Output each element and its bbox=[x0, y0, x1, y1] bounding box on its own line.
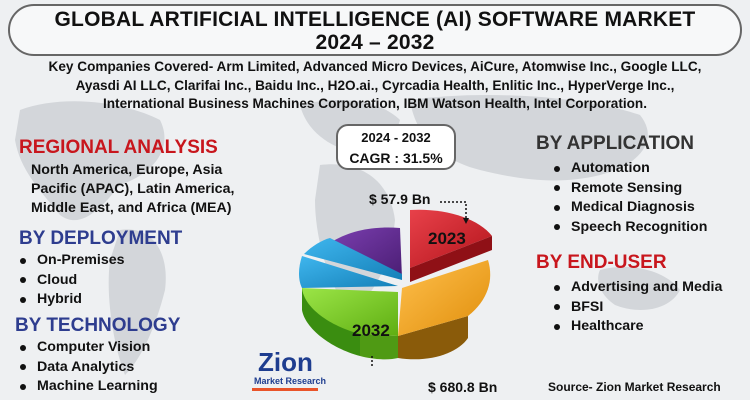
list-item: Speech Recognition bbox=[553, 218, 707, 238]
companies-line-2: Ayasdi AI LLC, Clarifai Inc., Baidu Inc.… bbox=[75, 77, 675, 93]
regional-analysis-heading: REGIONAL ANALYSIS bbox=[19, 137, 218, 158]
page-title: GLOBAL ARTIFICIAL INTELLIGENCE (AI) SOFT… bbox=[54, 8, 696, 31]
value-2032: $ 680.8 Bn bbox=[428, 379, 498, 395]
technology-list: Computer Vision Data Analytics Machine L… bbox=[19, 338, 158, 397]
bullet-icon bbox=[554, 185, 560, 191]
pie-slice-red bbox=[410, 209, 492, 268]
pie-slice-green bbox=[302, 288, 398, 336]
companies-line-1: Key Companies Covered- Arm Limited, Adva… bbox=[48, 59, 702, 74]
bullet-icon bbox=[554, 224, 560, 230]
pie-label-2023: 2023 bbox=[428, 229, 466, 248]
arrow-icon bbox=[463, 218, 469, 224]
logo-bar bbox=[252, 388, 318, 391]
cagr-value: CAGR : 31.5% bbox=[349, 150, 443, 166]
application-list: Automation Remote Sensing Medical Diagno… bbox=[553, 159, 707, 237]
title-banner: GLOBAL ARTIFICIAL INTELLIGENCE (AI) SOFT… bbox=[8, 4, 742, 56]
pie-side-orange bbox=[398, 316, 468, 360]
list-item: Remote Sensing bbox=[553, 179, 707, 199]
pointer-line-2023 bbox=[440, 201, 467, 224]
logo-name: Zion bbox=[258, 347, 313, 377]
pointer-line-2032 bbox=[371, 356, 373, 368]
bullet-icon bbox=[20, 383, 26, 390]
value-2023: $ 57.9 Bn bbox=[369, 191, 431, 207]
bullet-icon bbox=[554, 165, 560, 172]
application-heading: BY APPLICATION bbox=[536, 133, 694, 154]
market-pie-graphic: 2023 2032 bbox=[299, 201, 492, 368]
bullet-icon bbox=[20, 344, 26, 351]
bullet-icon bbox=[20, 296, 26, 303]
bullet-icon bbox=[554, 323, 560, 330]
bullet-icon bbox=[554, 284, 560, 291]
cagr-years: 2024 - 2032 bbox=[361, 130, 431, 145]
list-item: Healthcare bbox=[553, 317, 722, 337]
source-note: Source- Zion Market Research bbox=[548, 380, 721, 394]
zion-logo: Zion Market Research bbox=[246, 347, 327, 396]
end-user-heading: BY END-USER bbox=[536, 252, 667, 273]
regional-analysis-text: North America, Europe, Asia Pacific (APA… bbox=[31, 161, 271, 218]
end-user-list: Advertising and Media BFSI Healthcare bbox=[553, 278, 722, 337]
regional-line-2: Pacific (APAC), Latin America, bbox=[31, 181, 235, 197]
cagr-box: 2024 - 2032 CAGR : 31.5% bbox=[336, 124, 456, 170]
logo-subtitle: Market Research bbox=[254, 376, 327, 386]
bullet-icon bbox=[20, 277, 26, 283]
list-item: Hybrid bbox=[19, 290, 125, 310]
pie-side-green-2 bbox=[360, 334, 398, 360]
pie-slice-orange bbox=[398, 260, 491, 336]
title-years: 2024 – 2032 bbox=[315, 31, 435, 54]
list-item: BFSI bbox=[553, 298, 722, 318]
technology-heading: BY TECHNOLOGY bbox=[15, 315, 181, 336]
deployment-heading: BY DEPLOYMENT bbox=[19, 228, 183, 249]
regional-line-1: North America, Europe, Asia bbox=[31, 162, 223, 178]
list-item: Machine Learning bbox=[19, 377, 158, 397]
bullet-icon bbox=[554, 304, 560, 310]
companies-line-3: International Business Machines Corporat… bbox=[102, 96, 648, 111]
list-item: Automation bbox=[553, 159, 707, 179]
deployment-list: On-Premises Cloud Hybrid bbox=[19, 251, 125, 310]
pie-slice-blue bbox=[299, 256, 398, 288]
list-item: Cloud bbox=[19, 271, 125, 291]
bullet-icon bbox=[20, 257, 26, 264]
bullet-icon bbox=[554, 204, 560, 211]
regional-line-3: Middle East, and Africa (MEA) bbox=[31, 200, 232, 216]
key-companies: Key Companies Covered- Arm Limited, Adva… bbox=[0, 58, 750, 114]
list-item: Computer Vision bbox=[19, 338, 158, 358]
list-item: Data Analytics bbox=[19, 358, 158, 378]
bullet-icon bbox=[20, 364, 26, 370]
list-item: Medical Diagnosis bbox=[553, 198, 707, 218]
list-item: On-Premises bbox=[19, 251, 125, 271]
list-item: Advertising and Media bbox=[553, 278, 722, 298]
pie-label-2032: 2032 bbox=[352, 321, 390, 340]
